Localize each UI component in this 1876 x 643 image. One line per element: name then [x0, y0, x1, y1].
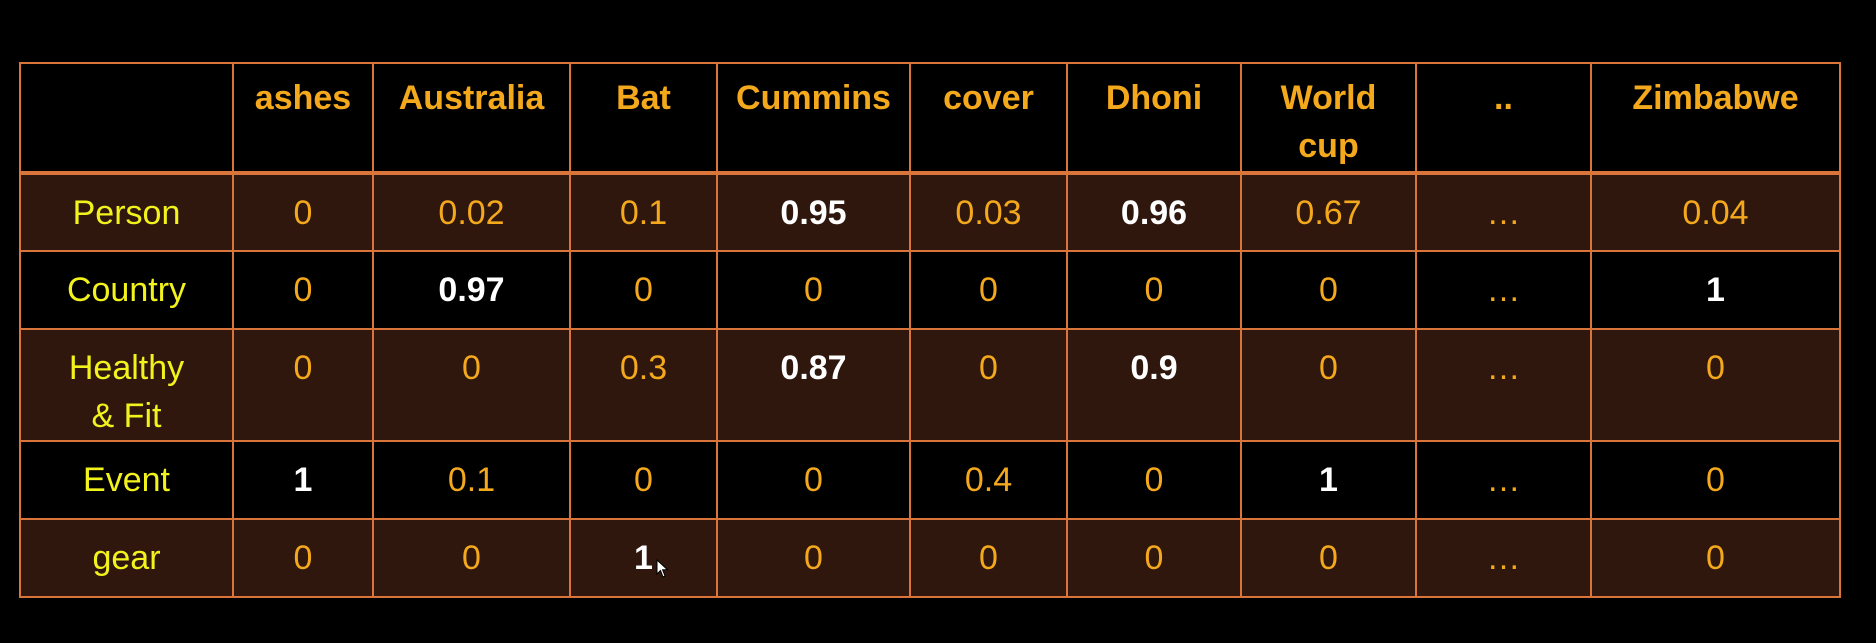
table-row: Event 1 0.1 0 0 0.4 0 1… 0 [19, 440, 1841, 520]
column-header: Australia [372, 62, 571, 175]
value-cell: 0 [372, 518, 571, 598]
value-cell: 0 [232, 250, 374, 330]
value-cell: 0.67 [1240, 172, 1417, 252]
value-cell: 0 [1240, 250, 1417, 330]
value-cell: 1 [1590, 250, 1841, 330]
row-label: Healthy & Fit [19, 328, 234, 442]
table-row: Country 0 0.97 0 0 0 0 0… 1 [19, 250, 1841, 330]
value-cell: 0.87 [716, 328, 911, 442]
value-cell: 1 [569, 518, 718, 598]
value-cell: 1 [232, 440, 374, 520]
value-cell: 0 [1240, 328, 1417, 442]
value-cell: 0 [1240, 518, 1417, 598]
column-header: Dhoni [1066, 62, 1242, 175]
value-cell: 0.1 [372, 440, 571, 520]
column-header: cover [909, 62, 1068, 175]
value-cell: 0 [569, 250, 718, 330]
value-cell: … [1415, 328, 1592, 442]
column-header: .. [1415, 62, 1592, 175]
header-row: ashes Australia Bat Cummins cover Dhoni … [19, 62, 1841, 175]
column-header: ashes [232, 62, 374, 175]
corner-cell [19, 62, 234, 175]
value-cell: 0.96 [1066, 172, 1242, 252]
value-cell: 0 [1066, 250, 1242, 330]
row-label: Country [19, 250, 234, 330]
mouse-pointer-icon [656, 559, 669, 578]
value-cell: 0.3 [569, 328, 718, 442]
feature-matrix-table: ashes Australia Bat Cummins cover Dhoni … [19, 62, 1841, 598]
value-cell: … [1415, 518, 1592, 598]
value-cell: 0 [716, 250, 911, 330]
value-cell: 0.4 [909, 440, 1068, 520]
value-cell: 0 [372, 328, 571, 442]
value-cell: 0 [1066, 518, 1242, 598]
value-cell: 0.04 [1590, 172, 1841, 252]
value-cell: 0 [1590, 328, 1841, 442]
column-header: Bat [569, 62, 718, 175]
value-cell: 0.03 [909, 172, 1068, 252]
value-cell: 0 [1590, 518, 1841, 598]
value-cell: 0 [909, 250, 1068, 330]
row-label: Person [19, 172, 234, 252]
column-header: Cummins [716, 62, 911, 175]
column-header: Zimbabwe [1590, 62, 1841, 175]
value-cell: 0 [232, 328, 374, 442]
value-cell: 0.97 [372, 250, 571, 330]
value-cell: 0 [909, 518, 1068, 598]
value-cell: 0 [1590, 440, 1841, 520]
value-cell: 0.95 [716, 172, 911, 252]
value-cell: 0 [1066, 440, 1242, 520]
value-cell: 0 [909, 328, 1068, 442]
value-cell: … [1415, 250, 1592, 330]
row-label: Event [19, 440, 234, 520]
table-row: Healthy & Fit 0 0 0.3 0.87 0 0.9 0… 0 [19, 328, 1841, 442]
value-cell: 0 [716, 440, 911, 520]
value-cell: 1 [1240, 440, 1417, 520]
table-row: Person 0 0.02 0.1 0.95 0.03 0.96 0.67… 0.04 [19, 172, 1841, 252]
row-label: gear [19, 518, 234, 598]
value-cell: 0.1 [569, 172, 718, 252]
value-cell: 0 [716, 518, 911, 598]
value-cell: 0 [569, 440, 718, 520]
column-header: World cup [1240, 62, 1417, 175]
value-cell: … [1415, 440, 1592, 520]
value-cell: 0 [232, 172, 374, 252]
table-row: gear 0 0 1 0 0 0 0… 0 [19, 518, 1841, 598]
value-cell: 0.02 [372, 172, 571, 252]
value-cell: 0 [232, 518, 374, 598]
value-cell: … [1415, 172, 1592, 252]
value-cell: 0.9 [1066, 328, 1242, 442]
